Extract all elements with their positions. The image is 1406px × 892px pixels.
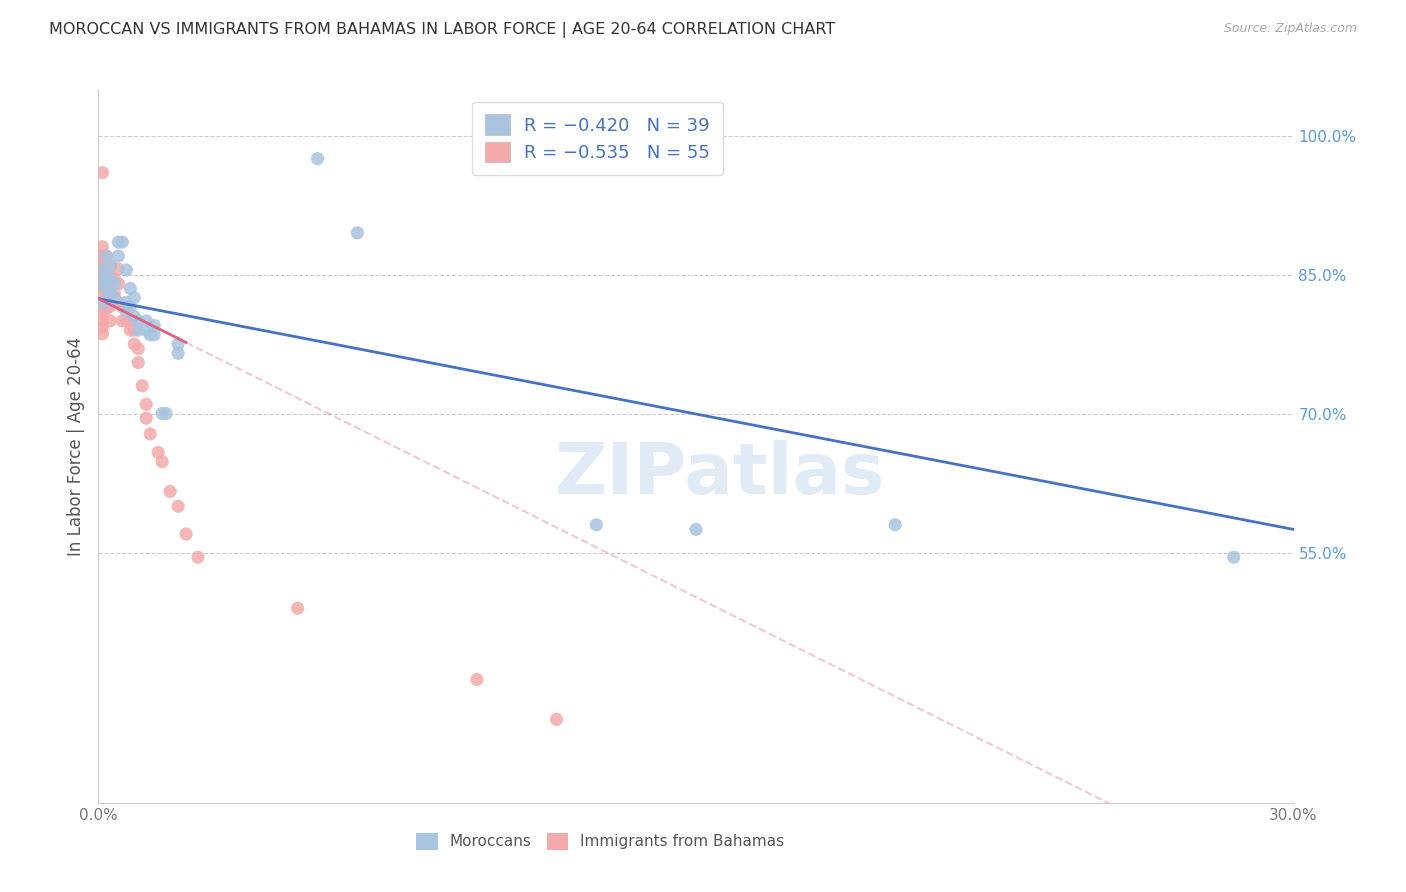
Point bbox=[167, 500, 190, 514]
Point bbox=[98, 260, 122, 274]
Point bbox=[91, 314, 114, 328]
Point bbox=[98, 295, 122, 310]
Point bbox=[91, 320, 114, 334]
Point bbox=[143, 318, 166, 333]
Point bbox=[127, 342, 149, 356]
Point bbox=[115, 295, 138, 310]
Text: Source: ZipAtlas.com: Source: ZipAtlas.com bbox=[1223, 22, 1357, 36]
Point bbox=[98, 286, 122, 301]
Point bbox=[91, 274, 114, 288]
Point bbox=[91, 326, 114, 341]
Point bbox=[346, 226, 368, 240]
Point bbox=[135, 323, 157, 337]
Point bbox=[96, 270, 118, 285]
Point bbox=[187, 550, 209, 565]
Point bbox=[107, 235, 129, 249]
Point bbox=[884, 517, 907, 532]
Point bbox=[465, 673, 488, 687]
Point bbox=[115, 304, 138, 318]
Point bbox=[685, 523, 707, 537]
Point bbox=[91, 240, 114, 254]
Point bbox=[96, 249, 118, 263]
Point bbox=[96, 280, 118, 294]
Point bbox=[91, 268, 114, 282]
Point bbox=[124, 291, 146, 305]
Point bbox=[91, 294, 114, 309]
Point bbox=[96, 281, 118, 295]
Point bbox=[103, 291, 125, 305]
Point bbox=[150, 407, 173, 421]
Point bbox=[174, 527, 197, 541]
Point bbox=[167, 337, 190, 351]
Point bbox=[127, 323, 149, 337]
Point bbox=[98, 299, 122, 313]
Point bbox=[96, 249, 118, 263]
Point bbox=[91, 249, 114, 263]
Point bbox=[127, 314, 149, 328]
Point bbox=[91, 166, 114, 180]
Point bbox=[91, 277, 114, 291]
Point bbox=[120, 281, 142, 295]
Point bbox=[111, 314, 134, 328]
Point bbox=[91, 253, 114, 268]
Point bbox=[98, 286, 122, 301]
Point bbox=[127, 355, 149, 369]
Y-axis label: In Labor Force | Age 20-64: In Labor Force | Age 20-64 bbox=[66, 336, 84, 556]
Point bbox=[135, 397, 157, 411]
Point bbox=[91, 288, 114, 302]
Point bbox=[139, 327, 162, 342]
Point bbox=[103, 286, 125, 301]
Point bbox=[139, 426, 162, 441]
Point bbox=[91, 301, 114, 315]
Point bbox=[143, 327, 166, 342]
Point bbox=[111, 300, 134, 314]
Point bbox=[103, 277, 125, 291]
Point bbox=[107, 262, 129, 277]
Legend: Moroccans, Immigrants from Bahamas: Moroccans, Immigrants from Bahamas bbox=[406, 823, 794, 859]
Point bbox=[96, 268, 118, 282]
Point bbox=[120, 300, 142, 314]
Point bbox=[103, 272, 125, 286]
Point bbox=[107, 249, 129, 263]
Point bbox=[1223, 550, 1246, 565]
Point bbox=[167, 346, 190, 360]
Point bbox=[91, 295, 114, 310]
Point bbox=[120, 314, 142, 328]
Point bbox=[135, 314, 157, 328]
Point bbox=[546, 712, 568, 726]
Point bbox=[115, 263, 138, 277]
Point bbox=[96, 260, 118, 274]
Point bbox=[124, 323, 146, 337]
Text: ZIPatlas: ZIPatlas bbox=[555, 440, 884, 509]
Point bbox=[91, 263, 114, 277]
Point bbox=[115, 300, 138, 314]
Point bbox=[307, 152, 329, 166]
Point bbox=[115, 314, 138, 328]
Point bbox=[585, 517, 607, 532]
Point bbox=[155, 407, 177, 421]
Point bbox=[111, 235, 134, 249]
Point bbox=[148, 445, 170, 459]
Point bbox=[91, 260, 114, 274]
Point bbox=[287, 601, 309, 615]
Point bbox=[107, 277, 129, 291]
Point bbox=[124, 310, 146, 324]
Point bbox=[120, 323, 142, 337]
Point bbox=[98, 258, 122, 272]
Point bbox=[159, 484, 181, 499]
Point bbox=[124, 337, 146, 351]
Point bbox=[107, 295, 129, 310]
Point bbox=[98, 272, 122, 286]
Point bbox=[96, 301, 118, 316]
Point bbox=[91, 280, 114, 294]
Point bbox=[150, 455, 173, 469]
Text: MOROCCAN VS IMMIGRANTS FROM BAHAMAS IN LABOR FORCE | AGE 20-64 CORRELATION CHART: MOROCCAN VS IMMIGRANTS FROM BAHAMAS IN L… bbox=[49, 22, 835, 38]
Point bbox=[98, 314, 122, 328]
Point bbox=[135, 411, 157, 425]
Point bbox=[98, 274, 122, 288]
Point bbox=[91, 307, 114, 321]
Point bbox=[131, 378, 153, 392]
Point bbox=[96, 291, 118, 305]
